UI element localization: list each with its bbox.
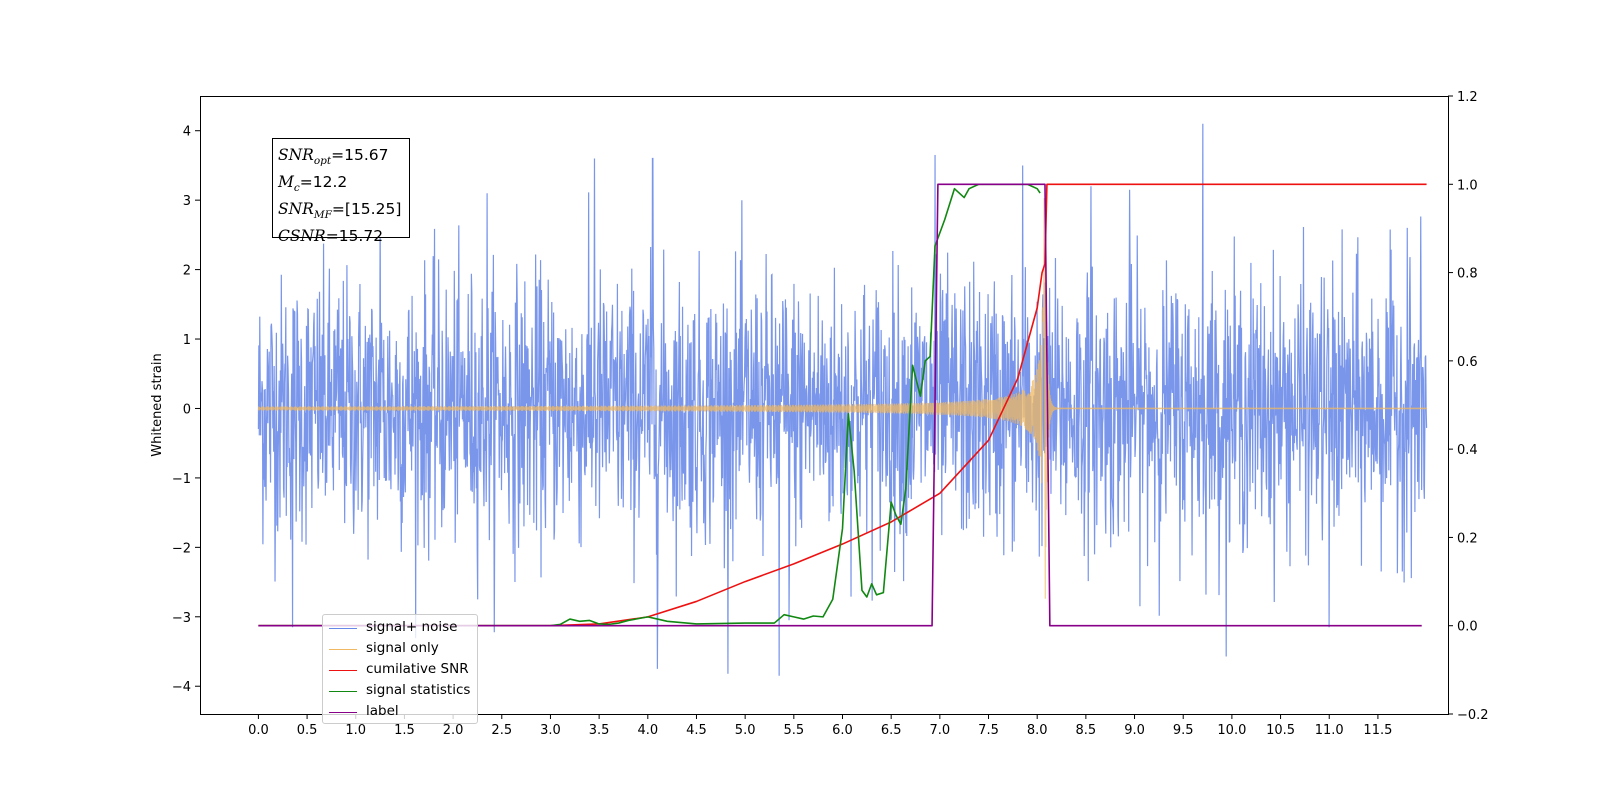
x-tick-label: 10.5 bbox=[1266, 723, 1295, 738]
series-signal-statistics-line bbox=[258, 183, 1041, 627]
x-tick-label: 5.5 bbox=[783, 723, 804, 738]
legend-swatch bbox=[329, 649, 357, 650]
axes-frame bbox=[200, 96, 1449, 715]
legend-item-cumulative-snr: cumilative SNR bbox=[323, 660, 477, 681]
y-tick-label: 4 bbox=[183, 125, 191, 140]
y2-tick-label: 0.0 bbox=[1457, 620, 1478, 635]
annotation-line-snr-mf: SNRMF=[15.25] bbox=[278, 200, 402, 222]
x-tick-label: 10.0 bbox=[1217, 723, 1246, 738]
y2-tick-label: 0.4 bbox=[1457, 443, 1478, 458]
x-tick-label: 7.0 bbox=[930, 723, 951, 738]
x-tick-label: 2.5 bbox=[491, 723, 512, 738]
y2-tick-label: 1.0 bbox=[1457, 178, 1478, 193]
x-tick-label: 0.0 bbox=[248, 723, 269, 738]
x-tick-label: 1.0 bbox=[345, 723, 366, 738]
y-axis-label: Whitened strain bbox=[150, 353, 165, 456]
x-tick-label: 5.0 bbox=[735, 723, 756, 738]
x-tick-label: 3.0 bbox=[540, 723, 561, 738]
metrics-annotation: SNRopt=15.67 Mc=12.2 SNRMF=[15.25] CSNR=… bbox=[272, 138, 410, 245]
legend-swatch bbox=[329, 670, 357, 671]
legend-item-label: label cumilative SNR bbox=[323, 702, 477, 723]
y-tick-label: −4 bbox=[172, 680, 191, 695]
y-tick-label: 0 bbox=[183, 402, 191, 417]
y2-tick-label: −0.2 bbox=[1457, 708, 1489, 723]
y-axis-left: −4 −3 −2 −1 0 1 2 3 4 bbox=[172, 125, 200, 695]
series-signal-only-line bbox=[257, 198, 1428, 599]
legend-label: signal+ noise bbox=[366, 619, 458, 635]
x-tick-label: 3.5 bbox=[589, 723, 610, 738]
legend-item-signal-only: signal only bbox=[323, 639, 477, 660]
annotation-line-mc: Mc=12.2 bbox=[278, 173, 348, 195]
y-tick-label: −2 bbox=[172, 541, 191, 556]
x-tick-label: 7.5 bbox=[978, 723, 999, 738]
annotation-line-snr-opt: SNRopt=15.67 bbox=[278, 146, 389, 168]
legend-swatch bbox=[329, 712, 357, 713]
legend-item-signal-statistics: signal statistics bbox=[323, 681, 477, 702]
legend-item-signal-noise: signal+ noise bbox=[323, 618, 477, 639]
y2-tick-label: 0.2 bbox=[1457, 531, 1478, 546]
annotation-line-csnr: CSNR=15.72 bbox=[278, 227, 384, 246]
series-label-line bbox=[258, 183, 1422, 627]
legend: signal+ noise signal only cumilative SNR… bbox=[322, 614, 478, 724]
x-tick-label: 9.0 bbox=[1124, 723, 1145, 738]
x-tick-label: 6.5 bbox=[881, 723, 902, 738]
plot-area bbox=[257, 123, 1428, 676]
x-tick-label: 11.0 bbox=[1315, 723, 1344, 738]
legend-swatch bbox=[329, 628, 357, 629]
y-tick-label: 2 bbox=[183, 264, 191, 279]
x-tick-label: 4.0 bbox=[637, 723, 658, 738]
x-tick-label: 8.5 bbox=[1076, 723, 1097, 738]
y2-tick-label: 1.2 bbox=[1457, 90, 1478, 105]
series-signal-noise-line bbox=[257, 123, 1428, 676]
x-tick-label: 6.0 bbox=[832, 723, 853, 738]
x-tick-label: 4.5 bbox=[686, 723, 707, 738]
x-tick-label: 0.5 bbox=[297, 723, 318, 738]
x-tick-label: 9.5 bbox=[1173, 723, 1194, 738]
x-tick-label: 11.5 bbox=[1363, 723, 1392, 738]
legend-label: signal statistics bbox=[366, 682, 471, 698]
x-tick-label: 2.0 bbox=[443, 723, 464, 738]
legend-swatch bbox=[329, 691, 357, 692]
x-tick-label: 1.5 bbox=[394, 723, 415, 738]
y2-tick-label: 0.6 bbox=[1457, 355, 1478, 370]
legend-label: signal only bbox=[366, 640, 439, 656]
y-tick-label: −3 bbox=[172, 611, 191, 626]
y-axis-right: −0.2 0.0 0.2 0.4 0.6 0.8 1.0 1.2 bbox=[1448, 90, 1489, 723]
x-axis: 0.0 0.5 1.0 1.5 2.0 2.5 3.0 3.5 4.0 4.5 5.0 5.5 6.0 6… bbox=[248, 714, 1392, 738]
y-tick-label: 1 bbox=[183, 333, 191, 348]
y-tick-label: 3 bbox=[183, 194, 191, 209]
legend-label: label bbox=[366, 703, 399, 719]
legend-label: cumilative SNR bbox=[366, 661, 469, 677]
y-tick-label: −1 bbox=[172, 472, 191, 487]
y2-tick-label: 0.8 bbox=[1457, 267, 1478, 282]
x-tick-label: 8.0 bbox=[1027, 723, 1048, 738]
